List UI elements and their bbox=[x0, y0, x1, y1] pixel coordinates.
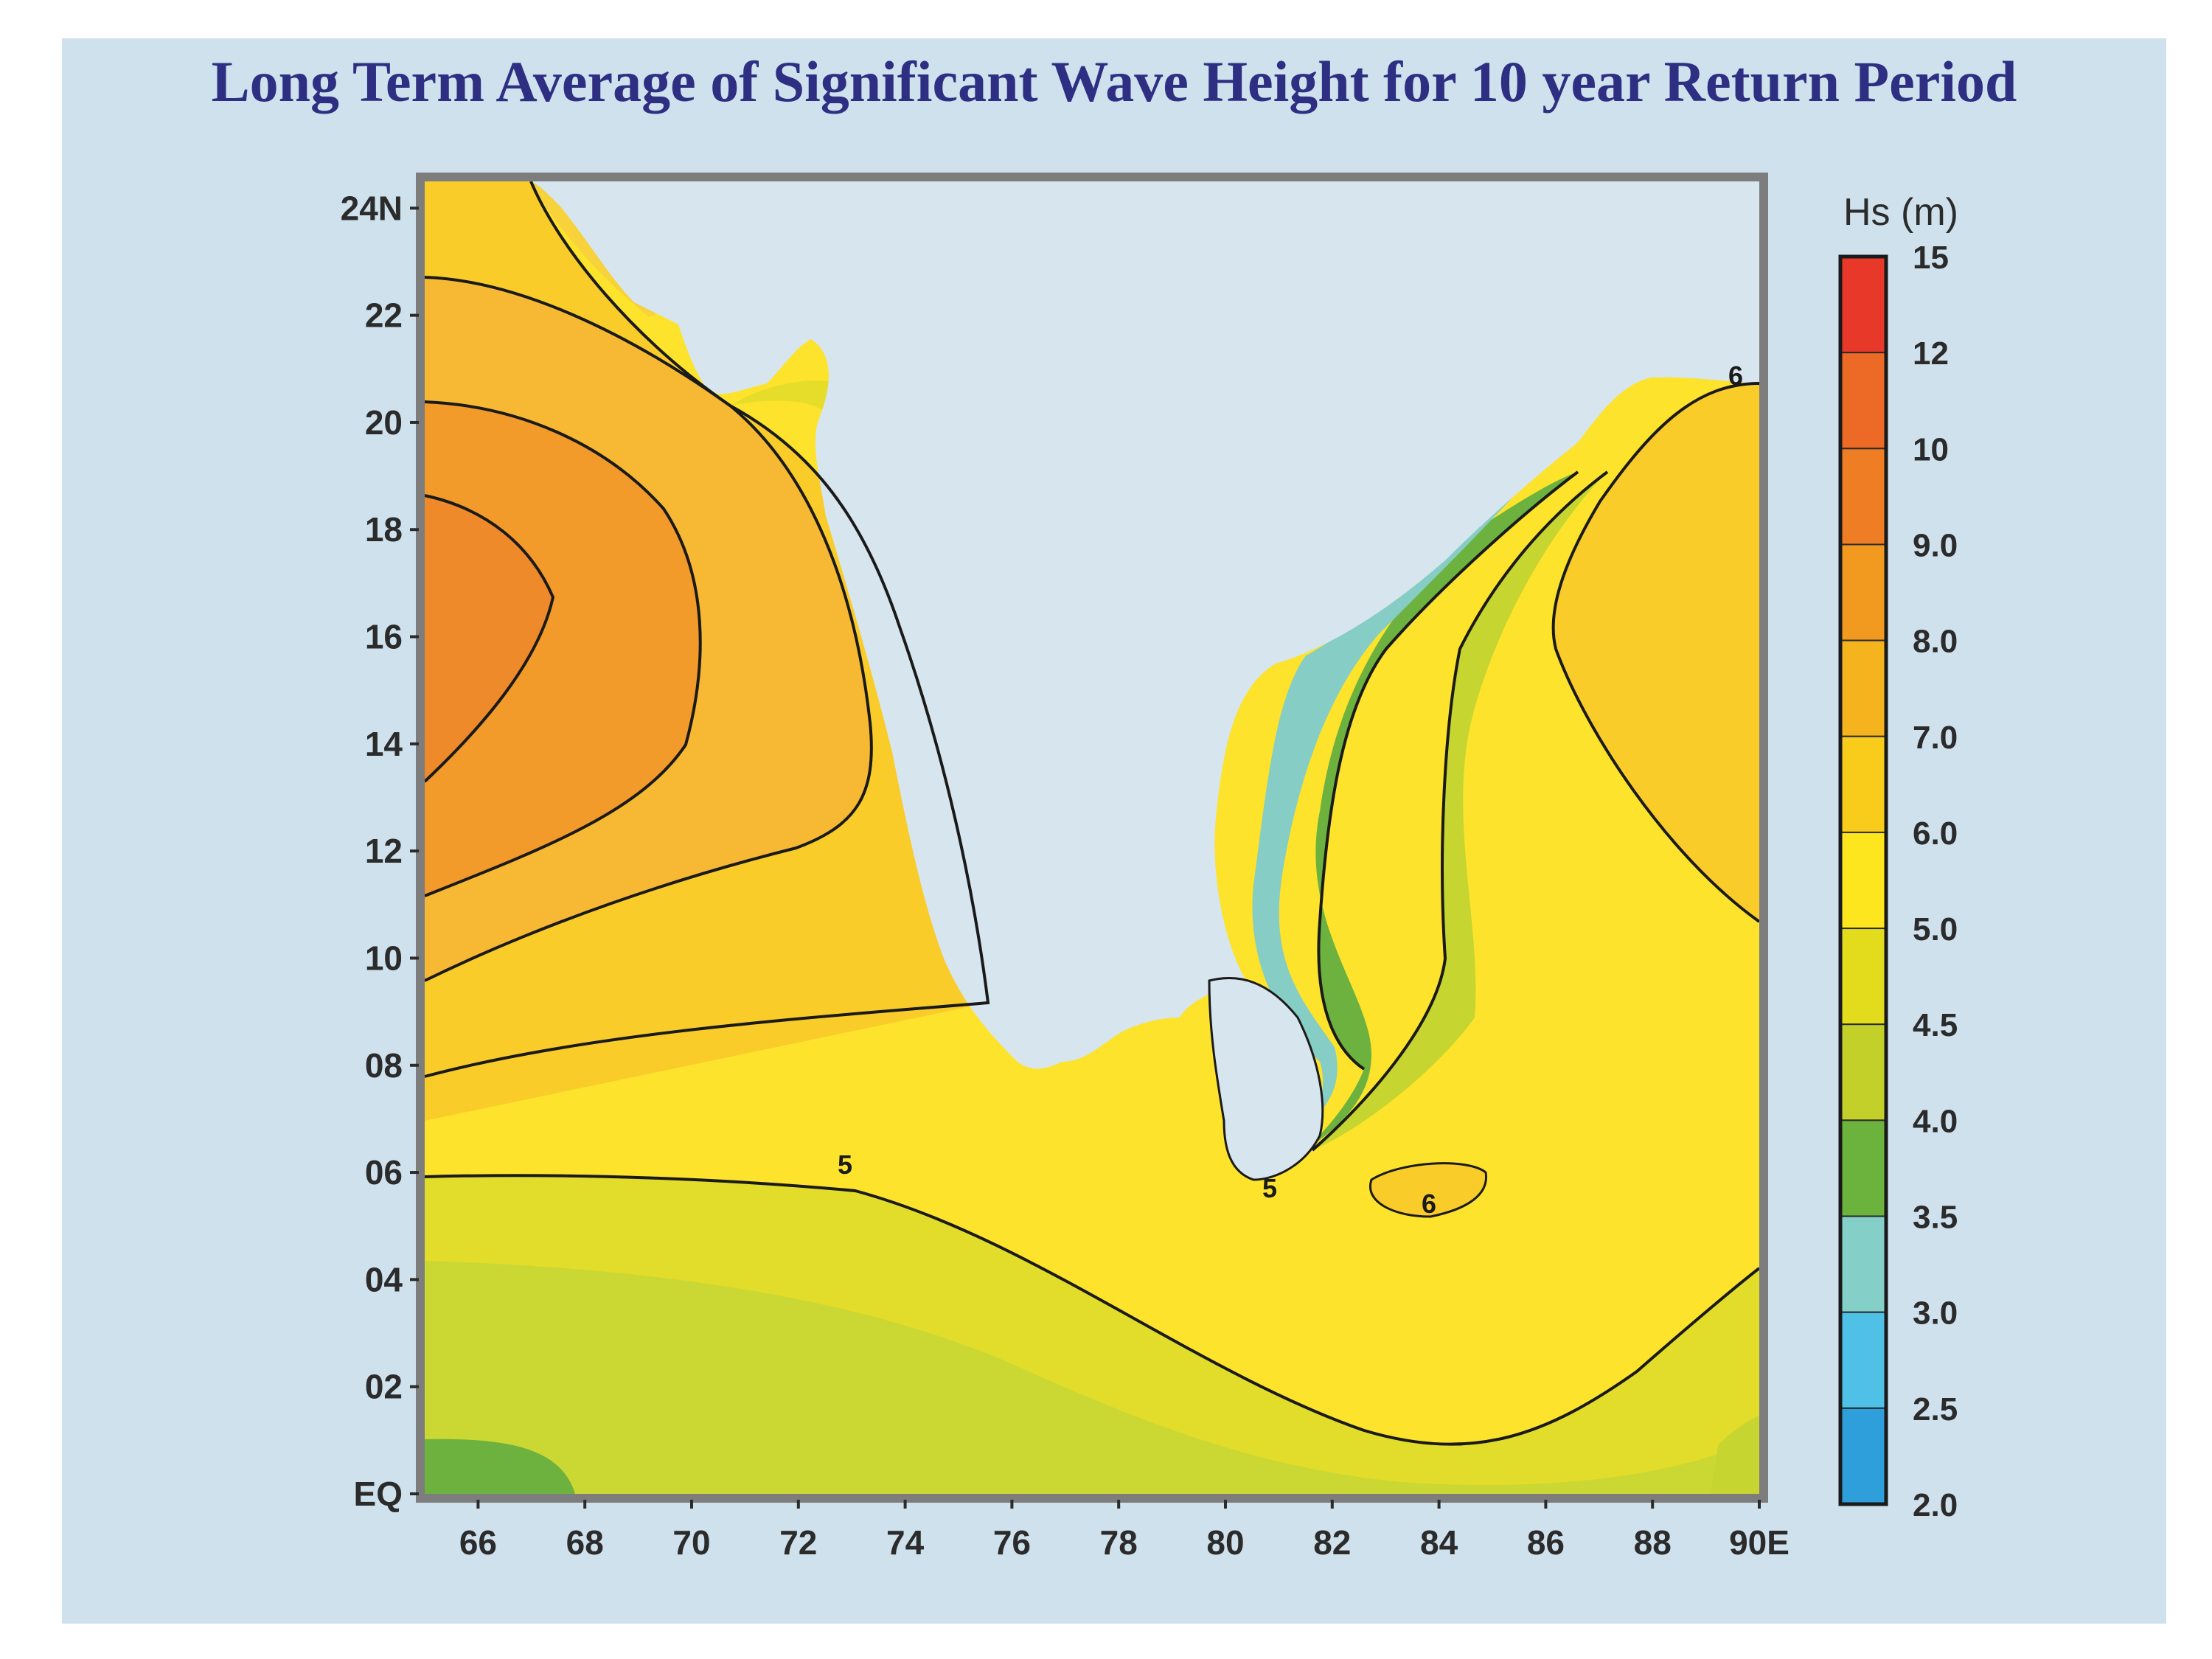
colorbar-level-label: 3.0 bbox=[1913, 1295, 1958, 1332]
contour-lines bbox=[423, 181, 1761, 1446]
lon-tick-label: 72 bbox=[779, 1523, 817, 1562]
lon-tick-label: 82 bbox=[1313, 1523, 1351, 1562]
colorbar-swatch bbox=[1840, 1407, 1887, 1506]
contour-band-3p5-sw bbox=[425, 1439, 575, 1494]
contour-line-bay-6m bbox=[1551, 382, 1761, 923]
longitude-axis: 66 68 70 72 74 76 78 80 82 84 86 88 90E bbox=[459, 1500, 1790, 1562]
colorbar-level-label: 10 bbox=[1913, 431, 1949, 467]
lat-tick-label: 24N bbox=[341, 189, 403, 227]
colorbar: Hs (m) 15 12 10 9.0 8.0 7.0 6.0 5.0 4.5 4.0 3.5 3.0… bbox=[1838, 191, 1958, 1523]
lat-tick-label: EQ bbox=[354, 1475, 403, 1513]
lat-tick-label: 12 bbox=[365, 832, 403, 870]
colorbar-swatch bbox=[1840, 256, 1887, 354]
colorbar-level-label: 9.0 bbox=[1913, 527, 1958, 563]
colorbar-frame bbox=[1838, 254, 1888, 1506]
lat-tick-label: 02 bbox=[365, 1368, 403, 1406]
colorbar-swatch bbox=[1840, 1311, 1887, 1409]
colorbar-swatch bbox=[1840, 1023, 1887, 1121]
colorbar-level-label: 7.0 bbox=[1913, 720, 1958, 756]
lat-tick-label: 20 bbox=[365, 403, 403, 442]
bay-bengal-6m bbox=[1553, 383, 1759, 922]
lat-tick-label: 04 bbox=[365, 1260, 403, 1298]
lon-tick-label: 66 bbox=[459, 1523, 497, 1562]
map-area: 5 5 6 6 bbox=[423, 181, 1761, 1494]
colorbar-level-label: 15 bbox=[1913, 240, 1949, 276]
colorbar-swatch bbox=[1840, 448, 1887, 546]
contour-label-6-north: 6 bbox=[1728, 361, 1743, 391]
colorbar-swatch bbox=[1840, 352, 1887, 450]
lat-tick-label: 22 bbox=[365, 296, 403, 335]
page-title: Long Term Average of Significant Wave He… bbox=[211, 49, 2017, 114]
colorbar-level-label: 8.0 bbox=[1913, 624, 1958, 660]
lat-tick-label: 08 bbox=[365, 1046, 403, 1085]
map-frame bbox=[416, 173, 1768, 1503]
contour-line-arabian-7m bbox=[424, 276, 873, 982]
colorbar-swatch bbox=[1840, 1119, 1887, 1217]
colorbar-level-label: 4.0 bbox=[1913, 1103, 1958, 1139]
contour-6m-patch bbox=[1369, 1162, 1488, 1218]
contour-line-east-3p5 bbox=[1317, 470, 1579, 1071]
contour-line-arabian-9m bbox=[423, 494, 555, 783]
colorbar-swatch bbox=[1840, 928, 1887, 1026]
contour-label-5-srilanka: 5 bbox=[1262, 1173, 1277, 1203]
colorbar-swatch bbox=[1840, 735, 1887, 833]
colorbar-level-label: 2.0 bbox=[1913, 1487, 1958, 1523]
contour-band-4p0-se bbox=[1711, 1416, 1759, 1494]
lon-tick-label: 88 bbox=[1634, 1523, 1672, 1562]
lat-tick-label: 06 bbox=[365, 1153, 403, 1192]
colorbar-level-label: 12 bbox=[1913, 335, 1949, 372]
contour-line-arabian-8m bbox=[424, 400, 702, 897]
lon-tick-label: 74 bbox=[886, 1523, 925, 1562]
colorbar-title: Hs (m) bbox=[1843, 191, 1958, 234]
colorbar-level-label: 4.5 bbox=[1913, 1007, 1958, 1043]
contour-label-6-patch: 6 bbox=[1422, 1189, 1436, 1219]
lon-tick-label: 68 bbox=[566, 1523, 604, 1562]
east-coast-4p5-band bbox=[1312, 472, 1607, 1150]
lon-tick-label: 84 bbox=[1420, 1523, 1458, 1562]
contour-line-south-5m bbox=[424, 1174, 1761, 1446]
contour-line-east-4p5 bbox=[1311, 470, 1609, 1152]
lon-tick-label: 86 bbox=[1527, 1523, 1565, 1562]
contour-line-arabian-6m bbox=[424, 181, 990, 1078]
lon-tick-label: 70 bbox=[672, 1523, 710, 1562]
lon-tick-label: 80 bbox=[1206, 1523, 1244, 1562]
contour-label-5-west: 5 bbox=[838, 1150, 852, 1180]
lat-tick-label: 16 bbox=[365, 618, 403, 656]
colorbar-level-label: 2.5 bbox=[1913, 1391, 1958, 1427]
lat-tick-label: 10 bbox=[365, 939, 403, 977]
colorbar-level-label: 6.0 bbox=[1913, 815, 1958, 852]
colorbar-swatch bbox=[1840, 543, 1887, 641]
india-landmass bbox=[531, 181, 1759, 1069]
arabian-sea-9m bbox=[425, 495, 553, 782]
colorbar-swatch bbox=[1840, 831, 1887, 930]
latitude-axis: 24N 22 20 18 16 14 12 10 08 06 04 02 EQ bbox=[341, 189, 419, 1513]
lat-tick-label: 14 bbox=[365, 725, 403, 763]
lon-tick-label: 90E bbox=[1729, 1523, 1790, 1562]
sri-lanka bbox=[1208, 977, 1324, 1181]
contour-band-4p0 bbox=[425, 1261, 1759, 1494]
colorbar-swatch bbox=[1840, 639, 1887, 737]
colorbar-swatch bbox=[1840, 1215, 1887, 1313]
lon-tick-label: 78 bbox=[1100, 1523, 1138, 1562]
colorbar-level-label: 5.0 bbox=[1913, 911, 1958, 947]
lat-tick-label: 18 bbox=[365, 510, 403, 549]
lon-tick-label: 76 bbox=[993, 1523, 1031, 1562]
colorbar-level-label: 3.5 bbox=[1913, 1200, 1958, 1236]
